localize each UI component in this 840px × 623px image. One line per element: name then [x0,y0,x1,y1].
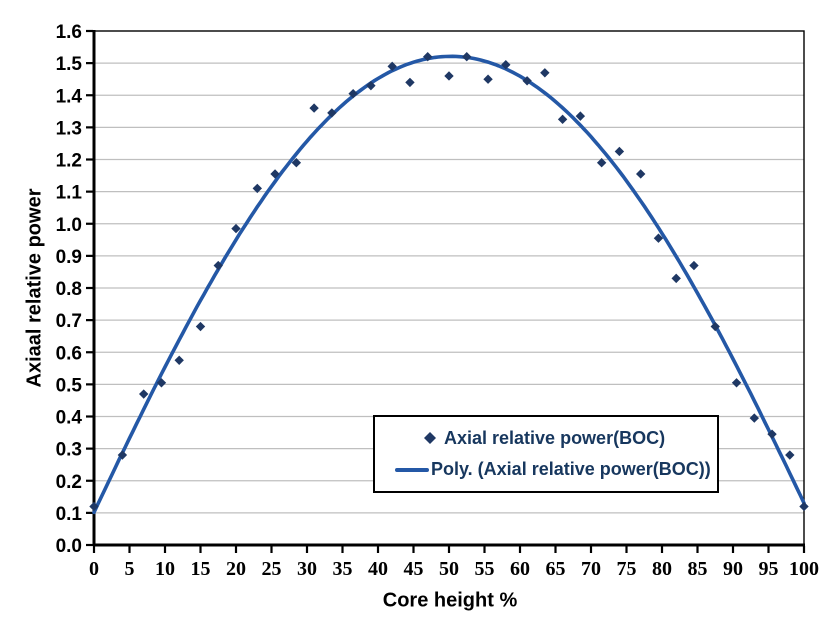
data-point [231,223,241,234]
y-axis-title: Axiaal relative power [23,188,46,388]
legend-label-scatter: Axial relative power(BOC) [444,427,666,448]
y-tick-label: 0.4 [56,408,83,429]
y-tick-label: 0.3 [56,440,82,461]
x-tick-label: 30 [297,558,317,580]
data-point [291,158,302,168]
y-tick-label: 1.6 [56,22,82,43]
x-tick-label: 100 [789,558,819,580]
data-point [139,389,149,399]
y-tick-label: 0.0 [56,536,82,557]
data-point [785,450,795,460]
data-point [596,158,607,168]
data-point [731,378,742,388]
trendline-swatch-icon [395,467,429,472]
data-point [366,80,376,91]
x-tick-label: 95 [759,558,779,580]
data-point [522,76,532,86]
x-tick-label: 80 [652,558,672,580]
x-tick-label: 40 [368,558,388,580]
data-point [195,321,206,332]
y-tick-label: 0.9 [56,247,82,268]
x-tick-label: 65 [546,558,566,580]
x-tick-label: 50 [439,558,459,580]
x-tick-label: 60 [510,558,530,580]
data-point [309,103,319,113]
data-point [405,77,415,88]
x-tick-label: 10 [155,558,175,580]
data-point [423,52,433,62]
y-tick-label: 0.7 [56,311,82,332]
y-tick-label: 0.5 [56,375,83,396]
data-point [689,260,699,271]
x-tick-label: 85 [688,558,708,580]
legend-entry-scatter: Axial relative power(BOC) [375,428,717,449]
y-tick-label: 1.5 [56,54,83,75]
data-point [767,429,777,439]
y-tick-label: 1.4 [56,86,83,107]
y-tick-label: 1.0 [56,215,82,236]
y-tick-label: 0.6 [56,343,82,364]
tick-marks-and-labels: 0.0 0.1 0.2 0.3 0.4 0.5 0.6 0.7 0.8 0.9 1.0 1.1 1.2 1… [56,22,819,580]
x-tick-label: 15 [191,558,211,580]
x-tick-label: 55 [475,558,495,580]
y-tick-label: 1.3 [56,118,82,139]
data-point [483,74,493,84]
data-point [614,146,625,157]
data-point [710,321,720,332]
x-tick-label: 35 [333,558,353,580]
scatter-series [89,52,809,512]
data-point [636,169,646,179]
x-tick-label: 25 [262,558,282,580]
data-point [462,52,472,62]
y-tick-label: 1.1 [56,183,83,204]
x-tick-label: 0 [89,558,99,580]
x-tick-label: 5 [125,558,135,580]
x-tick-label: 70 [581,558,601,580]
x-tick-label: 75 [617,558,637,580]
data-point [540,68,550,78]
data-point [252,183,262,194]
data-point [799,501,809,512]
x-tick-label: 20 [226,558,246,580]
legend-label-trendline: Poly. (Axial relative power(BOC)) [431,459,711,480]
data-point [557,114,568,125]
data-point [348,88,358,99]
legend-entry-trendline: Poly. (Axial relative power(BOC)) [375,459,717,480]
data-point [749,413,759,423]
data-point [174,355,184,365]
data-point [89,501,99,512]
trendline [92,54,806,515]
diamond-marker-icon [424,432,436,445]
data-point [444,71,454,81]
x-axis-title: Core height % [382,589,518,612]
y-tick-label: 1.2 [56,151,82,172]
y-tick-label: 0.2 [56,472,82,493]
axes [92,30,805,547]
data-point [575,111,586,121]
data-point [156,378,167,388]
x-tick-label: 45 [404,558,424,580]
gridlines [94,62,804,514]
legend: Axial relative power(BOC) Poly. (Axial r… [373,415,719,493]
data-point [327,108,337,118]
data-point [671,273,681,284]
data-point [653,233,664,243]
data-point [117,450,128,460]
data-point [213,260,223,271]
data-point [387,61,397,72]
data-point [270,169,280,179]
y-tick-label: 0.1 [56,504,83,525]
x-tick-label: 90 [723,558,743,580]
y-tick-label: 0.8 [56,279,82,300]
data-point [501,60,511,70]
